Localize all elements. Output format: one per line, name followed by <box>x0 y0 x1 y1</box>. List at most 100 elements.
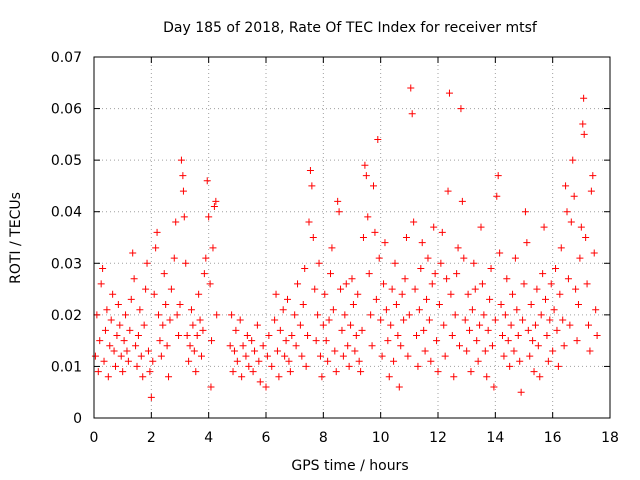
data-point <box>122 311 130 319</box>
data-point <box>413 331 420 339</box>
data-point <box>395 383 403 391</box>
data-point <box>546 316 554 324</box>
data-point <box>390 357 398 365</box>
data-point <box>590 249 598 257</box>
data-point <box>466 326 474 334</box>
data-point <box>147 393 155 401</box>
data-point <box>549 347 557 355</box>
data-point <box>513 306 521 314</box>
data-point <box>544 357 552 365</box>
data-point <box>198 352 205 360</box>
data-point <box>539 270 547 278</box>
data-point <box>445 89 453 97</box>
data-point <box>143 259 151 267</box>
data-point <box>430 223 438 231</box>
data-point <box>579 120 587 128</box>
data-point <box>175 331 183 339</box>
data-point <box>285 357 293 365</box>
data-point <box>347 321 355 329</box>
x-tick-label: 8 <box>319 430 328 446</box>
data-point <box>559 316 567 324</box>
data-point <box>487 264 495 272</box>
data-point <box>573 337 581 345</box>
data-point <box>318 373 326 381</box>
data-point <box>139 373 147 381</box>
data-point <box>179 172 187 180</box>
data-point <box>354 290 362 298</box>
data-point <box>410 218 418 226</box>
data-point <box>517 388 525 396</box>
data-point <box>524 326 532 334</box>
data-point <box>103 306 111 314</box>
data-point <box>268 362 276 370</box>
data-point <box>554 362 562 370</box>
data-point <box>301 264 309 272</box>
data-point <box>361 161 369 169</box>
data-point <box>159 321 167 329</box>
data-point <box>337 285 345 293</box>
data-point <box>282 337 290 345</box>
data-point <box>142 285 150 293</box>
data-point <box>311 285 319 293</box>
data-point <box>140 321 148 329</box>
data-point <box>526 352 534 360</box>
data-point <box>209 244 217 252</box>
y-tick-label: 0 <box>73 411 82 427</box>
data-point <box>202 254 210 262</box>
data-point <box>431 270 439 278</box>
data-point <box>324 357 332 365</box>
data-point <box>94 368 102 376</box>
data-point <box>453 270 461 278</box>
data-point <box>427 357 435 365</box>
y-tick-label: 0.03 <box>51 256 82 272</box>
data-point <box>352 331 360 339</box>
data-point <box>348 275 356 283</box>
data-point <box>281 352 289 360</box>
data-point <box>190 347 198 355</box>
data-point <box>400 316 408 324</box>
data-point <box>189 321 197 329</box>
data-point <box>560 342 568 350</box>
data-point <box>229 368 237 376</box>
data-point <box>592 306 600 314</box>
data-point <box>137 352 145 360</box>
data-point <box>521 208 529 216</box>
data-point <box>473 337 481 345</box>
data-point <box>328 244 336 252</box>
data-point <box>368 342 376 350</box>
data-point <box>418 239 426 247</box>
data-point <box>167 285 175 293</box>
data-point <box>397 342 405 350</box>
data-point <box>537 311 545 319</box>
data-point <box>457 105 465 113</box>
grid-lines <box>94 57 610 418</box>
data-point <box>308 182 316 190</box>
data-point <box>248 337 256 345</box>
data-point <box>236 316 244 324</box>
data-point <box>566 321 574 329</box>
data-point <box>547 280 555 288</box>
data-point <box>173 311 181 319</box>
data-point <box>491 316 499 324</box>
data-point <box>582 234 590 241</box>
data-point <box>342 280 350 288</box>
data-point <box>262 383 270 391</box>
data-point <box>195 290 203 298</box>
data-point <box>104 373 112 381</box>
data-point <box>99 264 107 272</box>
data-point <box>378 352 386 360</box>
data-point <box>569 156 577 164</box>
data-point <box>286 368 294 376</box>
data-point <box>120 337 128 345</box>
data-point <box>327 270 334 278</box>
data-point <box>493 192 501 200</box>
data-point <box>490 383 498 391</box>
data-point <box>183 331 191 339</box>
data-point <box>106 342 114 350</box>
data-point <box>126 326 134 334</box>
data-point <box>207 383 215 391</box>
data-point <box>385 373 393 381</box>
data-point <box>314 311 322 319</box>
data-point <box>583 280 591 288</box>
data-point <box>374 136 382 144</box>
